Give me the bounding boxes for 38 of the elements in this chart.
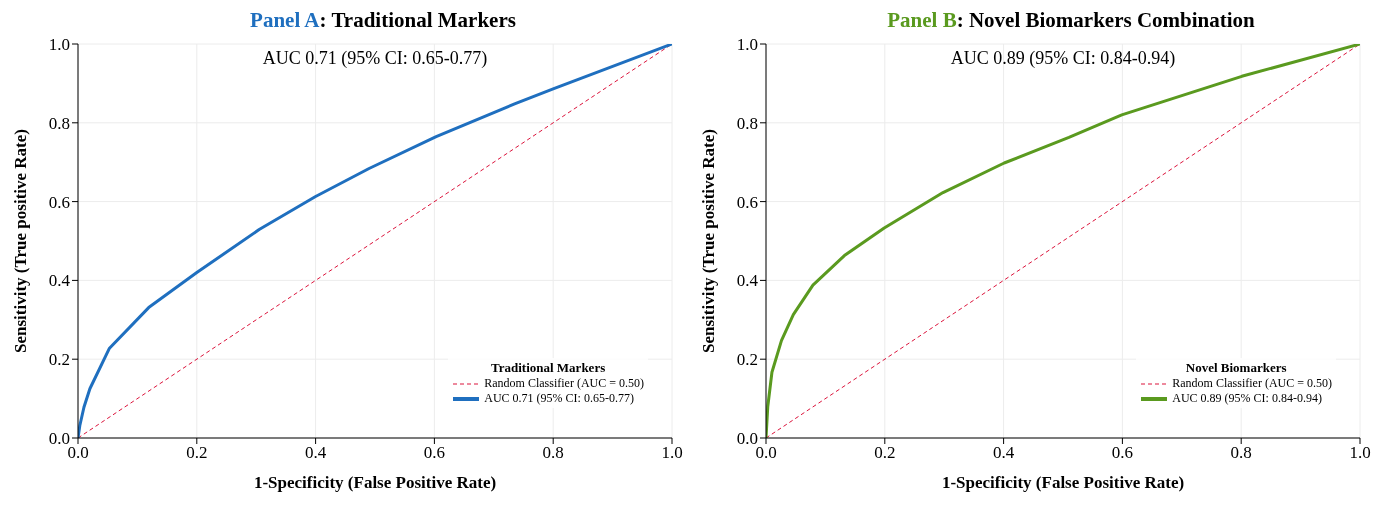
legend-label: AUC 0.89 (95% CI: 0.84-0.94) [1172, 391, 1322, 406]
x-tick-label: 0.2 [874, 443, 896, 463]
legend-title: Traditional Markers [490, 360, 607, 376]
chart-title: Panel A: Traditional Markers [250, 8, 516, 32]
legend-label: Random Classifier (AUC = 0.50) [484, 376, 644, 391]
legend-label: AUC 0.71 (95% CI: 0.65-0.77) [484, 391, 634, 406]
legend-label: Random Classifier (AUC = 0.50) [1172, 376, 1332, 391]
x-tick-label: 0.0 [67, 443, 89, 463]
x-tick-label: 1.0 [1349, 443, 1371, 463]
y-axis-title: Sensitivity (True positive Rate) [699, 129, 719, 353]
legend-title: Novel Biomarkers [1184, 360, 1288, 376]
chart-title: Panel B: Novel Biomarkers Combination [887, 8, 1255, 32]
x-tick-label: 0.6 [423, 443, 446, 463]
x-axis-title: 1-Specificity (False Positive Rate) [253, 473, 497, 492]
y-tick-label: 0.4 [48, 271, 71, 291]
x-tick-label: 0.8 [542, 443, 564, 463]
x-tick-label: 1.0 [661, 443, 683, 463]
y-tick-label: 0.0 [736, 429, 758, 449]
y-tick-label: 0.6 [48, 192, 70, 212]
y-tick-label: 0.8 [48, 113, 70, 133]
y-tick-label: 0.2 [48, 350, 70, 370]
annotation: AUC 0.89 (95% CI: 0.84-0.94) [949, 48, 1177, 69]
x-tick-label: 0.8 [1230, 443, 1252, 463]
x-axis-title: 1-Specificity (False Positive Rate) [941, 473, 1185, 492]
y-tick-label: 0.0 [48, 429, 70, 449]
y-tick-label: 0.6 [736, 192, 758, 212]
x-tick-label: 0.0 [755, 443, 777, 463]
x-tick-label: 0.4 [992, 443, 1015, 463]
y-tick-label: 0.2 [736, 350, 758, 370]
x-tick-label: 0.2 [186, 443, 208, 463]
y-tick-label: 0.8 [736, 113, 758, 133]
y-tick-label: 0.4 [736, 271, 759, 291]
y-tick-label: 1.0 [736, 35, 758, 55]
annotation: AUC 0.71 (95% CI: 0.65-0.77) [261, 48, 489, 69]
x-tick-label: 0.6 [1111, 443, 1134, 463]
y-tick-label: 1.0 [48, 35, 70, 55]
x-tick-label: 0.4 [304, 443, 327, 463]
y-axis-title: Sensitivity (True positive Rate) [11, 129, 31, 353]
